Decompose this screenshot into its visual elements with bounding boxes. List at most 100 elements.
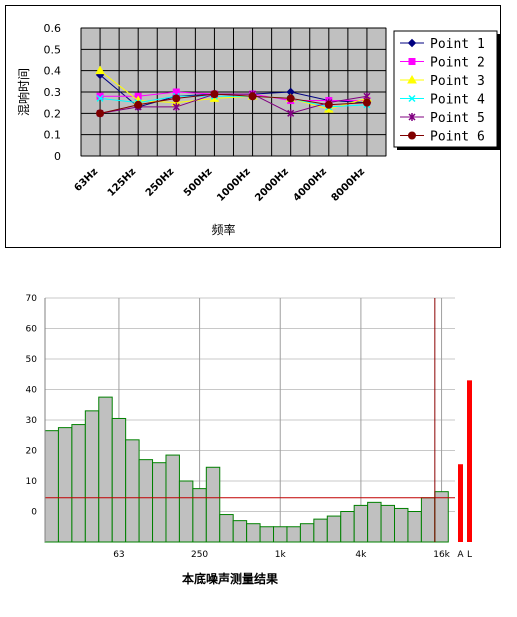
bar bbox=[407, 511, 422, 543]
bar bbox=[219, 514, 234, 543]
bar bbox=[246, 523, 261, 543]
y-tick-label: 20 bbox=[26, 447, 38, 457]
y-tick-label: 70 bbox=[26, 294, 38, 304]
x-tick-label: 250 bbox=[191, 550, 208, 560]
x-tick-label: 8000Hz bbox=[330, 166, 368, 204]
bar bbox=[98, 396, 113, 543]
noise-spectrum-bar-chart: 70 60 50 40 30 20 10 0 63 250 1k 4k 16k A L bbox=[26, 294, 472, 560]
reverb-time-line-chart: 0 0.1 0.2 0.3 0.4 0.5 0.6 63Hz 125Hz 250Hz 500Hz 10… bbox=[16, 22, 500, 237]
data-point bbox=[96, 94, 104, 102]
data-point bbox=[172, 94, 181, 103]
bar bbox=[367, 501, 382, 543]
x-tick-label: 1k bbox=[275, 550, 287, 560]
bar bbox=[138, 459, 154, 543]
legend-entry: Point 6 bbox=[400, 130, 485, 145]
bar bbox=[44, 430, 59, 543]
bar bbox=[299, 523, 315, 543]
x-tick-label: 63 bbox=[113, 550, 124, 560]
bar bbox=[71, 424, 86, 543]
x-tick-label: 16k bbox=[433, 550, 450, 560]
data-point bbox=[407, 74, 417, 84]
summary-label-l: L bbox=[467, 550, 472, 560]
chart-caption: 本底噪声测量结果 bbox=[181, 572, 278, 586]
series-line bbox=[100, 95, 367, 108]
legend-label: Point 6 bbox=[430, 130, 485, 145]
y-tick-label: 0.2 bbox=[44, 107, 62, 120]
legend-entry: Point 3 bbox=[400, 74, 485, 89]
summary-bar-a bbox=[458, 464, 463, 542]
legend-entry: Point 1 bbox=[400, 37, 485, 52]
bar bbox=[273, 526, 288, 543]
y-tick-label: 30 bbox=[26, 416, 38, 426]
bar bbox=[259, 526, 275, 543]
bar bbox=[205, 466, 221, 543]
x-axis-label: 频率 bbox=[211, 222, 235, 237]
data-point bbox=[134, 100, 143, 109]
top-chart-panel: 0 0.1 0.2 0.3 0.4 0.5 0.6 63Hz 125Hz 250Hz 500Hz 10… bbox=[5, 5, 501, 248]
legend-label: Point 2 bbox=[430, 56, 485, 71]
y-tick-label: 40 bbox=[26, 386, 38, 396]
series-line bbox=[99, 93, 368, 114]
y-tick-label: 60 bbox=[26, 325, 38, 335]
y-tick-label: 10 bbox=[26, 477, 38, 487]
data-point bbox=[408, 58, 416, 65]
summary-label-a: A bbox=[457, 550, 464, 560]
bar bbox=[192, 488, 207, 543]
x-tick-label: 4k bbox=[355, 550, 367, 560]
data-point bbox=[408, 131, 416, 140]
series-line bbox=[99, 70, 368, 110]
x-tick-label: 63Hz bbox=[73, 166, 101, 194]
bar bbox=[353, 504, 369, 543]
y-tick-label: 0 bbox=[31, 508, 37, 518]
bar bbox=[232, 520, 248, 543]
legend-entry: Point 4 bbox=[400, 93, 485, 108]
data-point bbox=[286, 94, 295, 103]
summary-bar-l bbox=[467, 380, 472, 542]
x-tick-label: 2000Hz bbox=[253, 166, 291, 204]
y-tick-label: 50 bbox=[26, 355, 38, 365]
data-point bbox=[95, 65, 105, 75]
x-tick-label: 1000Hz bbox=[215, 166, 253, 204]
legend-label: Point 4 bbox=[430, 93, 485, 108]
legend-box bbox=[393, 30, 498, 148]
y-tick-label: 0.6 bbox=[44, 22, 62, 35]
y-tick-label: 0.5 bbox=[44, 43, 62, 56]
bar bbox=[313, 518, 328, 543]
legend-entry: Point 5 bbox=[400, 111, 485, 126]
bar bbox=[152, 462, 167, 543]
data-point bbox=[407, 38, 417, 48]
legend-label: Point 5 bbox=[430, 111, 485, 126]
y-axis-label: 混响时间 bbox=[16, 68, 31, 116]
data-point bbox=[96, 109, 105, 118]
x-tick-label: 250Hz bbox=[144, 166, 177, 199]
bar bbox=[394, 507, 409, 543]
data-point bbox=[248, 92, 257, 101]
x-tick-label: 4000Hz bbox=[291, 166, 329, 204]
data-point bbox=[324, 100, 333, 109]
bar bbox=[178, 480, 194, 543]
bar bbox=[326, 515, 342, 543]
x-tick-label: 125Hz bbox=[106, 166, 139, 199]
bar bbox=[57, 427, 73, 543]
data-point bbox=[362, 98, 371, 107]
legend-label: Point 3 bbox=[430, 74, 485, 89]
data-point bbox=[172, 102, 180, 111]
data-point bbox=[210, 90, 219, 99]
legend-entry: Point 2 bbox=[400, 56, 485, 71]
bar bbox=[125, 439, 140, 543]
bar bbox=[84, 410, 100, 543]
series-line bbox=[99, 93, 367, 114]
series-6 bbox=[96, 90, 371, 118]
bar bbox=[434, 491, 449, 543]
bar bbox=[340, 511, 355, 543]
data-point bbox=[408, 94, 416, 103]
x-tick-label: 500Hz bbox=[182, 166, 215, 199]
y-tick-label: 0 bbox=[54, 150, 61, 163]
y-tick-label: 0.1 bbox=[44, 129, 62, 142]
bar bbox=[286, 526, 301, 543]
bar bbox=[111, 417, 127, 543]
y-tick-label: 0.3 bbox=[44, 86, 62, 99]
bar bbox=[165, 454, 180, 543]
data-point bbox=[287, 109, 295, 118]
bar bbox=[380, 504, 396, 543]
